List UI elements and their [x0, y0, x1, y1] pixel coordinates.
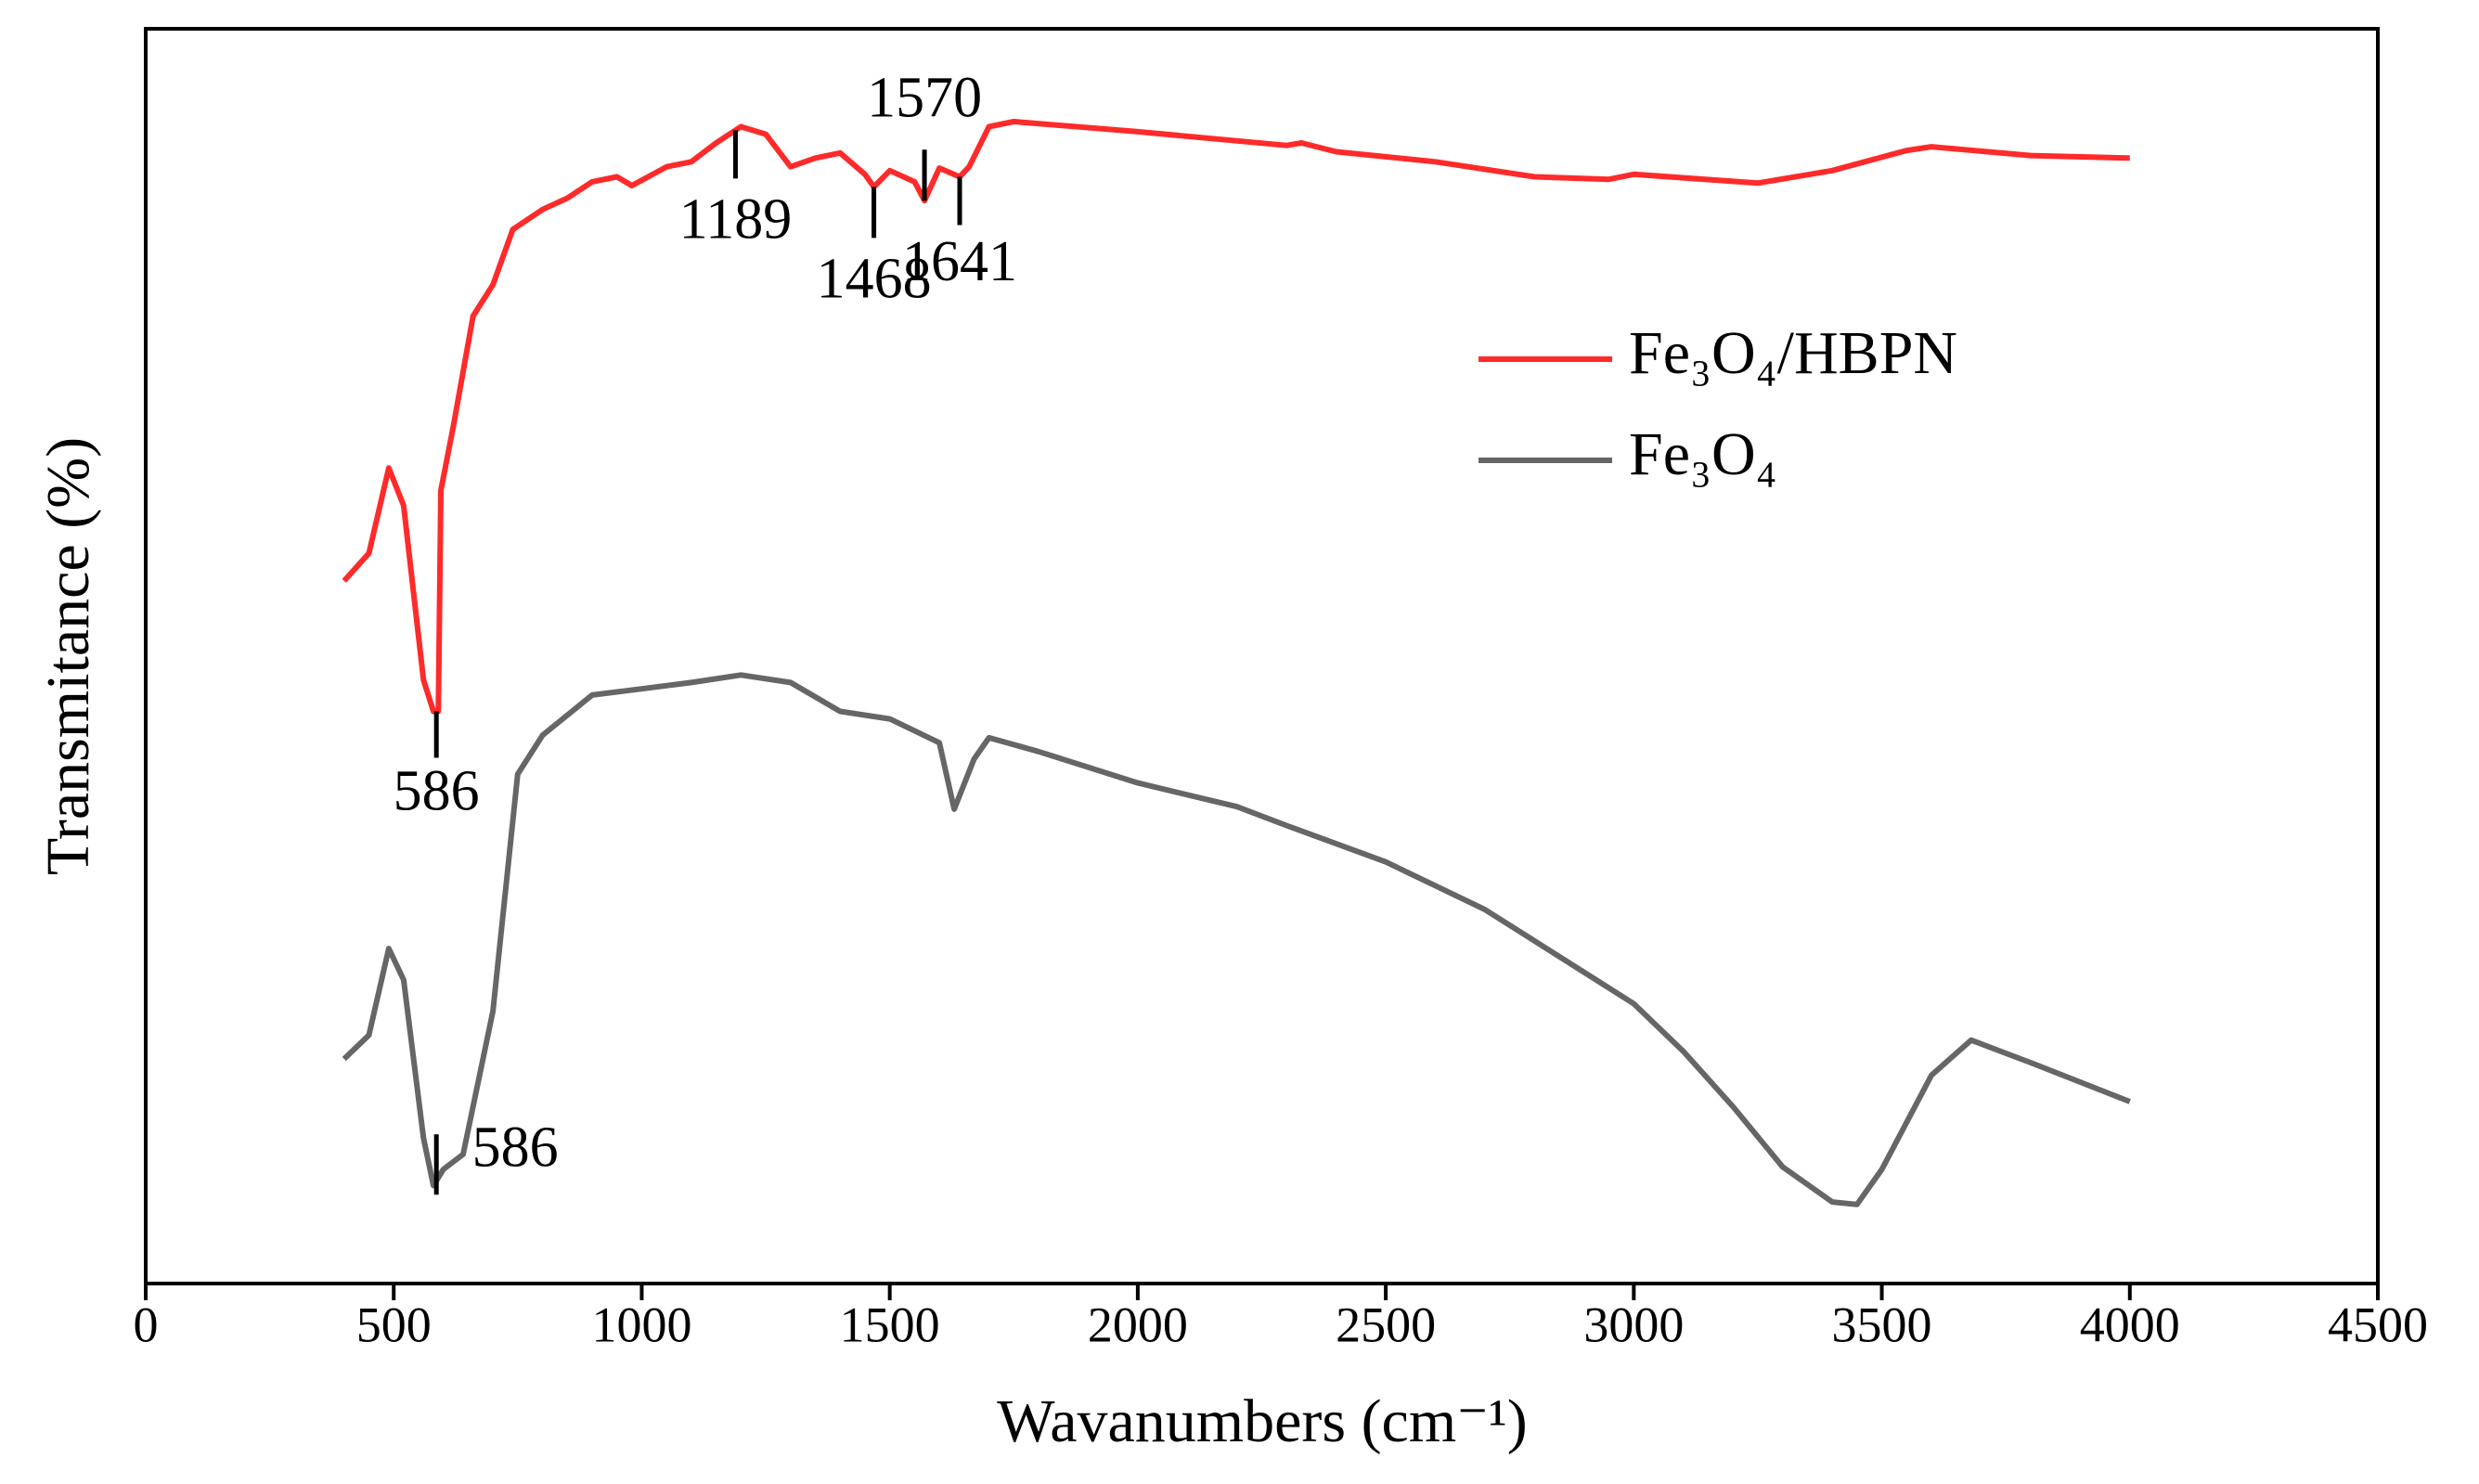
legend-label: Fe₃O₄ — [1629, 420, 1777, 488]
x-tick-label: 1500 — [840, 1297, 940, 1352]
annotation-label: 1189 — [679, 188, 793, 252]
x-tick-label: 2000 — [1088, 1297, 1188, 1352]
x-tick-label: 1000 — [591, 1297, 691, 1352]
legend-label: Fe₃O₄/HBPN — [1629, 319, 1957, 387]
x-tick-label: 500 — [356, 1297, 432, 1352]
annotation-label: 1570 — [867, 66, 982, 129]
annotation-label: 1468 — [817, 248, 932, 311]
x-tick-label: 3000 — [1583, 1297, 1684, 1352]
x-axis-label: Wavanumbers (cm⁻¹) — [997, 1387, 1528, 1455]
plot-frame — [144, 27, 2380, 1285]
annotation-label: 586 — [394, 760, 480, 823]
y-axis-label: Transmitance (%) — [34, 437, 102, 875]
x-tick-label: 3500 — [1832, 1297, 1932, 1352]
annotation-label: 586 — [472, 1116, 559, 1180]
series-line — [342, 672, 2131, 1207]
x-tick-label: 4000 — [2080, 1297, 2180, 1352]
series-line — [342, 119, 2130, 715]
x-tick-label: 0 — [134, 1297, 159, 1352]
x-tick-label: 2500 — [1336, 1297, 1436, 1352]
x-tick-label: 4500 — [2328, 1297, 2428, 1352]
annotation-label: 1641 — [902, 230, 1017, 293]
